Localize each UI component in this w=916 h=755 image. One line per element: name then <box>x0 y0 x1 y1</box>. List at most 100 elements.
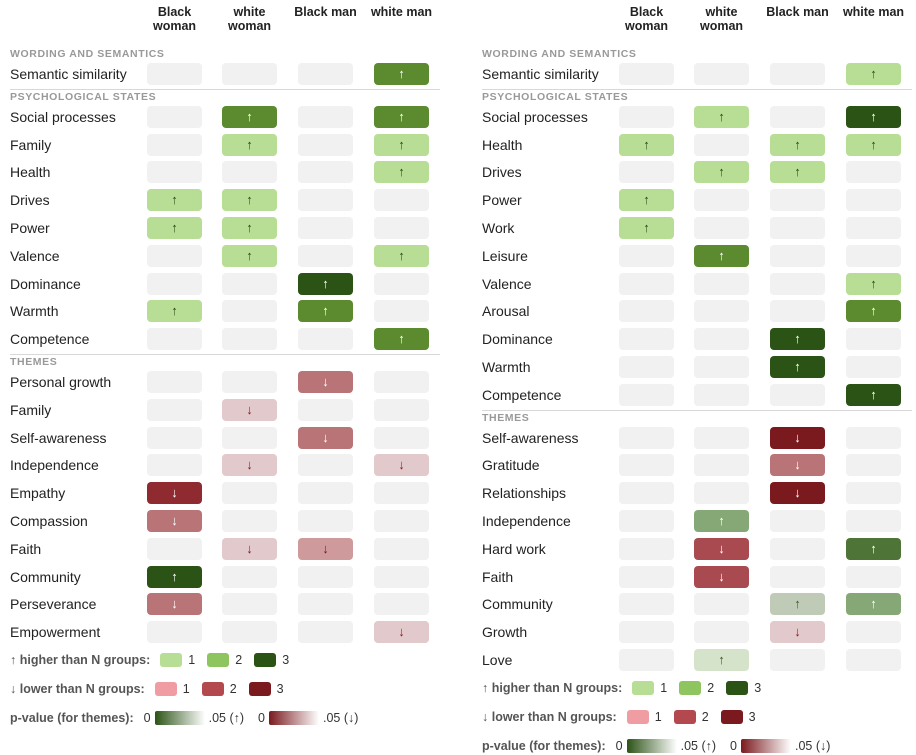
row-label-gratitude: Gratitude <box>482 457 540 474</box>
row-label-social-processes: Social processes <box>482 108 588 125</box>
cell-competence-white-man: ↑ <box>374 328 429 351</box>
cell-faith-black-woman <box>619 565 674 588</box>
cell-community-white-man: ↑ <box>846 593 901 616</box>
row-label-work: Work <box>482 220 515 236</box>
section-title-psychological-states: PSYCHOLOGICAL STATES <box>482 90 629 103</box>
cell-self-awareness-black-woman <box>147 426 202 449</box>
legend-p-down-end: .05 (↓) <box>794 738 831 753</box>
section-title-psychological-states: PSYCHOLOGICAL STATES <box>10 90 157 103</box>
cell-valence-black-woman <box>147 244 202 267</box>
row-label-health: Health <box>10 164 51 181</box>
cell-faith-white-woman: ↓ <box>222 537 277 560</box>
cell-warmth-white-man <box>846 356 901 378</box>
cell-family-white-man: ↑ <box>374 133 429 156</box>
cell-personal-growth-black-man: ↓ <box>298 371 353 393</box>
cell-power-white-man <box>374 217 429 239</box>
legend-p-zero: 0 <box>730 738 737 753</box>
row-label-family: Family <box>10 401 52 418</box>
cell-community-black-man <box>298 565 353 588</box>
legend-pvalue-label: p-value (for themes): <box>482 738 606 753</box>
cell-hard-work-white-woman: ↓ <box>694 537 749 560</box>
cell-health-white-man: ↑ <box>846 133 901 156</box>
row-label-compassion: Compassion <box>10 513 88 529</box>
cell-semantic-similarity-white-man: ↑ <box>846 63 901 85</box>
cell-dominance-black-woman <box>147 272 202 295</box>
cell-dominance-black-man: ↑ <box>770 328 825 351</box>
cell-social-processes-white-woman: ↑ <box>694 105 749 128</box>
cell-dominance-white-man <box>374 272 429 295</box>
row-label-hard-work: Hard work <box>482 540 546 557</box>
cell-competence-black-man <box>298 328 353 351</box>
legend-higher: ↑ higher than N groups: 1 2 3 <box>10 653 291 667</box>
cell-warmth-black-man: ↑ <box>298 300 353 323</box>
legend-n2: 2 <box>701 709 709 724</box>
cell-arousal-white-woman <box>694 300 749 323</box>
legend-n1: 1 <box>182 682 190 696</box>
legend-gradient-down <box>740 738 791 753</box>
cell-empathy-white-man <box>374 482 429 505</box>
cell-love-black-woman <box>619 649 674 671</box>
column-header-black-man: Black man <box>294 5 357 19</box>
legend-n1: 1 <box>660 680 668 695</box>
row-label-valence: Valence <box>10 247 60 264</box>
cell-independence-black-man <box>770 510 825 532</box>
legend-higher-label: ↑ higher than N groups: <box>482 680 623 695</box>
legend-n1: 1 <box>188 653 196 667</box>
cell-valence-black-man <box>770 272 825 295</box>
row-label-faith: Faith <box>482 568 514 585</box>
row-label-competence: Competence <box>482 386 562 403</box>
cell-dominance-white-woman <box>694 328 749 351</box>
legend-lower-label: ↓ lower than N groups: <box>482 709 617 724</box>
cell-social-processes-white-woman: ↑ <box>222 105 277 128</box>
legend-higher: ↑ higher than N groups: 1 2 3 <box>482 680 763 695</box>
cell-personal-growth-white-man <box>374 371 429 393</box>
cell-empathy-black-man <box>298 482 353 505</box>
legend-pvalue-label: p-value (for themes): <box>10 711 134 725</box>
cell-compassion-black-woman: ↓ <box>147 510 202 532</box>
cell-love-white-man <box>846 649 901 671</box>
cell-semantic-similarity-black-woman <box>619 63 674 85</box>
cell-self-awareness-black-woman <box>619 426 674 449</box>
cell-relationships-black-woman <box>619 482 674 505</box>
legend-swatch-down-2 <box>201 682 224 696</box>
right-table-panel: Black woman white woman Black man white man… <box>472 0 916 755</box>
cell-family-white-man <box>374 398 429 421</box>
legend-gradient-up <box>154 711 205 725</box>
cell-family-black-man <box>298 398 353 421</box>
cell-family-black-woman <box>147 398 202 421</box>
row-label-semantic-similarity: Semantic similarity <box>10 66 127 82</box>
cell-growth-black-man: ↓ <box>770 621 825 644</box>
cell-leisure-white-woman: ↑ <box>694 244 749 267</box>
cell-health-black-woman <box>147 161 202 184</box>
cell-gratitude-white-woman <box>694 454 749 477</box>
cell-independence-white-woman: ↑ <box>694 510 749 532</box>
legend-pvalue: p-value (for themes): 0 .05 (↑) 0 .05 (↓) <box>482 738 831 753</box>
row-label-empowerment: Empowerment <box>10 624 101 641</box>
cell-dominance-black-woman <box>619 328 674 351</box>
cell-social-processes-white-man: ↑ <box>846 105 901 128</box>
cell-warmth-black-woman: ↑ <box>147 300 202 323</box>
cell-power-white-woman: ↑ <box>222 217 277 239</box>
row-label-competence: Competence <box>10 331 90 348</box>
cell-power-black-woman: ↑ <box>619 189 674 212</box>
cell-relationships-white-man <box>846 482 901 505</box>
row-label-warmth: Warmth <box>482 359 531 375</box>
column-header-black-woman: Black woman <box>152 5 197 33</box>
cell-perseverance-white-woman <box>222 593 277 616</box>
cell-warmth-white-man <box>374 300 429 323</box>
legend-swatch-up-3 <box>726 680 749 695</box>
cell-power-black-woman: ↑ <box>147 217 202 239</box>
cell-warmth-black-man: ↑ <box>770 356 825 378</box>
cell-gratitude-black-man: ↓ <box>770 454 825 477</box>
legend-n3: 3 <box>276 682 284 696</box>
cell-health-white-woman <box>222 161 277 184</box>
row-label-drives: Drives <box>10 192 50 209</box>
cell-relationships-black-man: ↓ <box>770 482 825 505</box>
cell-dominance-white-man <box>846 328 901 351</box>
cell-valence-white-man: ↑ <box>374 244 429 267</box>
cell-independence-black-man <box>298 454 353 477</box>
cell-semantic-similarity-black-woman <box>147 63 202 85</box>
row-label-power: Power <box>482 192 522 209</box>
cell-arousal-black-man <box>770 300 825 323</box>
cell-social-processes-black-woman <box>619 105 674 128</box>
